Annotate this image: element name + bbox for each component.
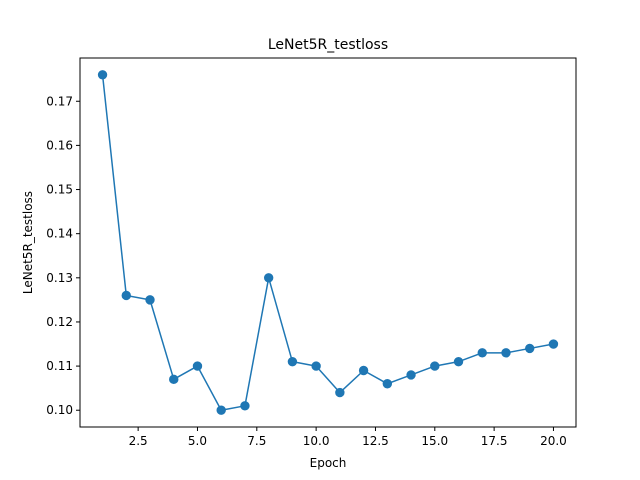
plot-frame [79, 57, 577, 428]
data-point [382, 379, 393, 389]
data-point [335, 387, 345, 398]
data-point [169, 374, 179, 385]
data-point [263, 273, 274, 283]
data-point [97, 70, 108, 80]
x-axis-ticks: 2.5 5.0 7.5 10.0 12.5 15.0 17.5 20.0 [129, 427, 567, 448]
series-group [97, 70, 559, 415]
y-axis-ticks: 0.10 0.11 0.12 0.13 0.14 0.15 0.16 0.17 [46, 94, 80, 417]
chart-title: LeNet5R_testloss [268, 37, 388, 53]
y-tick-label: 0.12 [46, 315, 73, 329]
y-tick-label: 0.11 [46, 359, 73, 373]
data-point [311, 361, 321, 371]
y-tick-label: 0.16 [46, 138, 73, 152]
y-axis-label: LeNet5R_testloss [21, 191, 35, 294]
data-point [430, 361, 440, 371]
data-point [121, 290, 131, 301]
y-tick-label: 0.13 [46, 271, 73, 285]
data-point [240, 401, 250, 411]
data-point [525, 343, 535, 354]
x-tick-label: 15.0 [421, 434, 448, 448]
y-tick-label: 0.14 [46, 227, 73, 241]
data-point [192, 361, 203, 371]
data-point [453, 356, 464, 367]
data-point [287, 356, 298, 367]
x-tick-label: 20.0 [540, 434, 567, 448]
x-tick-label: 17.5 [481, 434, 508, 448]
data-point [216, 405, 226, 415]
y-tick-label: 0.10 [46, 403, 73, 417]
x-axis-label: Epoch [310, 456, 347, 470]
x-tick-label: 5.0 [188, 434, 207, 448]
x-tick-label: 7.5 [247, 434, 266, 448]
data-point [548, 339, 559, 349]
data-point [477, 348, 487, 358]
x-tick-label: 10.0 [303, 434, 330, 448]
data-point [358, 365, 369, 376]
data-point [406, 370, 416, 380]
y-tick-label: 0.17 [46, 94, 73, 108]
y-tick-label: 0.15 [46, 183, 73, 197]
x-tick-label: 2.5 [129, 434, 148, 448]
data-point [501, 348, 511, 358]
x-tick-label: 12.5 [362, 434, 389, 448]
data-point [145, 295, 155, 305]
